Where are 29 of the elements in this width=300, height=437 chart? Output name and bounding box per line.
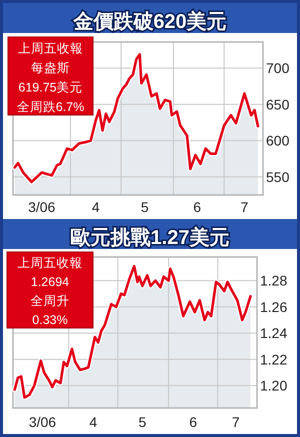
- y-tick-label: 1.24: [260, 325, 288, 342]
- y-tick-label: 1.28: [260, 272, 288, 289]
- x-tick-label: 3/06: [28, 199, 56, 215]
- y-tick-label: 600: [266, 132, 290, 149]
- y-tick-label: 700: [266, 60, 290, 76]
- x-tick-label: 4: [92, 199, 100, 215]
- annotation: 全周跌6.7%: [16, 100, 84, 114]
- annotation: 0.33%: [32, 313, 68, 327]
- annotation: 每盎斯: [31, 61, 70, 75]
- y-tick-label: 1.20: [260, 378, 288, 394]
- chart-title: 金價跌破620美元: [72, 10, 227, 33]
- x-tick-label: 5: [138, 414, 146, 430]
- y-tick-label: 550: [266, 168, 290, 185]
- x-tick-label: 7: [240, 199, 249, 215]
- x-tick-label: 5: [140, 199, 149, 215]
- y-tick-label: 1.26: [260, 298, 288, 315]
- chart-title: 歐元挑戰1.27美元: [70, 226, 230, 249]
- x-tick-label: 6: [193, 199, 202, 215]
- annotation: 619.75美元: [18, 80, 83, 94]
- y-tick-label: 650: [266, 96, 290, 112]
- x-tick-label: 4: [89, 414, 98, 430]
- annotation: 全周升: [30, 294, 70, 308]
- annotation: 上周五收報: [18, 42, 83, 56]
- annotation: 1.2694: [30, 275, 70, 289]
- y-tick-label: 1.22: [260, 351, 288, 368]
- x-tick-label: 3/06: [28, 414, 56, 430]
- annotation: 上周五收報: [18, 256, 82, 270]
- x-tick-label: 6: [189, 414, 198, 430]
- x-tick-label: 7: [232, 414, 240, 430]
